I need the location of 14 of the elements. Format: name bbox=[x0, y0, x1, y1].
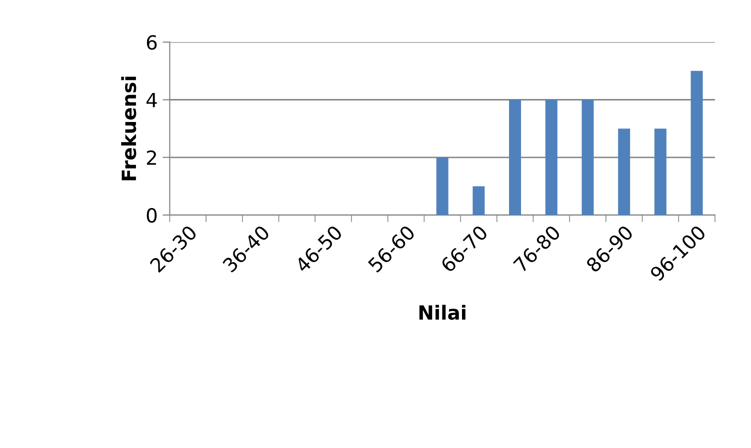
bar bbox=[545, 100, 558, 216]
y-tick-label: 4 bbox=[146, 92, 157, 108]
bar bbox=[472, 186, 485, 216]
y-tick-label: 6 bbox=[146, 35, 157, 50]
bar bbox=[618, 128, 630, 216]
bar bbox=[582, 100, 594, 216]
y-tick-label: 2 bbox=[146, 150, 156, 165]
y-axis-title: Frekuensi bbox=[121, 76, 136, 180]
bar bbox=[509, 100, 522, 216]
bar bbox=[690, 70, 703, 216]
bar bbox=[436, 157, 448, 216]
y-tick-label: 0 bbox=[146, 208, 157, 223]
x-axis-title: Nilai bbox=[419, 304, 466, 320]
bar bbox=[654, 128, 666, 216]
